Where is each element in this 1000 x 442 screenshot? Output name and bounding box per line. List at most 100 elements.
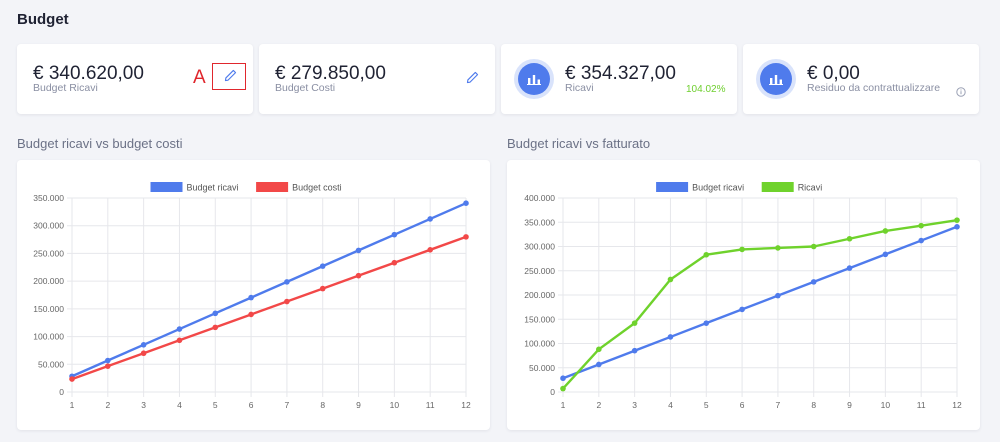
data-point[interactable] (284, 298, 290, 305)
x-tick-label: 8 (811, 400, 816, 410)
data-point[interactable] (105, 357, 111, 364)
data-point[interactable] (775, 245, 781, 251)
kpi-icon-circle (756, 59, 796, 99)
y-tick-label: 200.000 (33, 276, 64, 286)
x-tick-label: 8 (320, 400, 325, 410)
x-tick-label: 11 (426, 400, 435, 410)
x-tick-label: 6 (740, 400, 745, 410)
data-point[interactable] (463, 200, 469, 206)
series-line-0 (562, 225, 958, 380)
data-point[interactable] (882, 228, 889, 234)
data-point[interactable] (391, 231, 398, 238)
bar-chart-icon (518, 63, 550, 95)
x-tick-label: 12 (952, 400, 962, 410)
info-circle-icon[interactable] (956, 84, 966, 97)
x-tick-label: 6 (249, 400, 254, 410)
data-point[interactable] (810, 279, 817, 285)
x-tick-label: 4 (668, 400, 673, 410)
data-point[interactable] (703, 320, 710, 326)
legend-label[interactable]: Budget ricavi (187, 183, 239, 193)
x-tick-label: 3 (141, 400, 146, 410)
data-point[interactable] (248, 294, 254, 301)
data-point[interactable] (739, 306, 745, 313)
data-point[interactable] (391, 259, 398, 266)
data-point[interactable] (954, 217, 960, 223)
legend-swatch[interactable] (150, 182, 183, 192)
data-point[interactable] (846, 235, 853, 242)
data-point[interactable] (248, 311, 254, 318)
series-line-1 (71, 235, 467, 381)
y-tick-label: 50.000 (529, 363, 555, 373)
data-point[interactable] (560, 385, 566, 392)
chart1-title: Budget ricavi vs budget costi (17, 136, 183, 151)
legend-label[interactable]: Budget ricavi (692, 183, 744, 193)
x-tick-label: 10 (881, 400, 891, 410)
chart-card-fatturato: 0 50.000 100.000 150.000 200.000 250.000 300.0… (507, 160, 980, 430)
data-point[interactable] (667, 334, 674, 340)
legend-swatch[interactable] (256, 182, 289, 192)
legend-swatch[interactable] (656, 182, 689, 192)
pencil-icon[interactable] (222, 67, 238, 83)
data-point[interactable] (560, 375, 566, 382)
data-point[interactable] (427, 216, 433, 222)
chart-budget-ricavi-vs-fatturato: 0 50.000 100.000 150.000 200.000 250.000 300.0… (524, 182, 962, 410)
y-tick-label: 250.000 (524, 266, 555, 276)
x-tick-label: 2 (105, 400, 110, 410)
data-point[interactable] (918, 237, 924, 244)
data-point[interactable] (319, 285, 326, 292)
data-point[interactable] (140, 350, 147, 357)
data-point[interactable] (427, 247, 433, 253)
y-tick-label: 200.000 (524, 290, 555, 300)
data-point[interactable] (463, 234, 469, 240)
data-point[interactable] (105, 363, 111, 369)
page-title: Budget (17, 11, 69, 28)
data-point[interactable] (631, 320, 638, 326)
legend-label[interactable]: Budget costi (292, 183, 342, 193)
x-tick-label: 7 (285, 400, 290, 410)
legend-swatch[interactable] (761, 182, 794, 192)
y-tick-label: 100.000 (524, 339, 555, 349)
x-tick-label: 10 (390, 400, 400, 410)
kpi-card-budget-costi: € 279.850,00 Budget Costi (259, 44, 495, 114)
x-tick-label: 3 (632, 400, 637, 410)
data-point[interactable] (284, 279, 290, 285)
data-point[interactable] (355, 272, 362, 279)
data-point[interactable] (596, 346, 602, 353)
y-tick-label: 50.000 (38, 359, 64, 369)
y-tick-label: 150.000 (524, 314, 555, 324)
legend-label[interactable]: Ricavi (798, 183, 823, 193)
kpi-card-ricavi: € 354.327,00 Ricavi 104.02% (501, 44, 737, 114)
pencil-icon[interactable] (464, 69, 480, 85)
data-point[interactable] (631, 347, 638, 354)
data-point[interactable] (319, 263, 326, 269)
data-point[interactable] (140, 341, 147, 348)
y-tick-label: 350.000 (524, 217, 555, 227)
chart2-title: Budget ricavi vs fatturato (507, 136, 651, 151)
data-point[interactable] (954, 223, 960, 230)
kpi-label: Residuo da contrattualizzare (807, 82, 941, 94)
y-tick-label: 400.000 (524, 193, 555, 203)
data-point[interactable] (775, 292, 781, 299)
data-point[interactable] (918, 222, 924, 229)
data-point[interactable] (176, 337, 183, 344)
data-point[interactable] (667, 276, 674, 283)
y-tick-label: 350.000 (33, 193, 64, 203)
kpi-icon-circle (514, 59, 554, 99)
data-point[interactable] (846, 265, 853, 271)
data-point[interactable] (810, 243, 817, 250)
data-point[interactable] (355, 247, 362, 254)
kpi-value: € 354.327,00 (565, 63, 676, 84)
chart-budget-ricavi-vs-costi: 0 50.000 100.000 150.000 200.000 250.000 300.0… (33, 182, 471, 410)
data-point[interactable] (703, 251, 710, 258)
data-point[interactable] (212, 324, 219, 331)
data-point[interactable] (882, 251, 889, 258)
data-point[interactable] (176, 326, 183, 332)
x-tick-label: 12 (461, 400, 471, 410)
data-point[interactable] (739, 246, 745, 253)
data-point[interactable] (69, 376, 75, 382)
kpi-card-budget-ricavi: € 340.620,00 Budget Ricavi (17, 44, 253, 114)
x-tick-label: 5 (213, 400, 218, 410)
data-point[interactable] (596, 361, 602, 368)
y-tick-label: 150.000 (33, 304, 64, 314)
data-point[interactable] (212, 310, 219, 317)
